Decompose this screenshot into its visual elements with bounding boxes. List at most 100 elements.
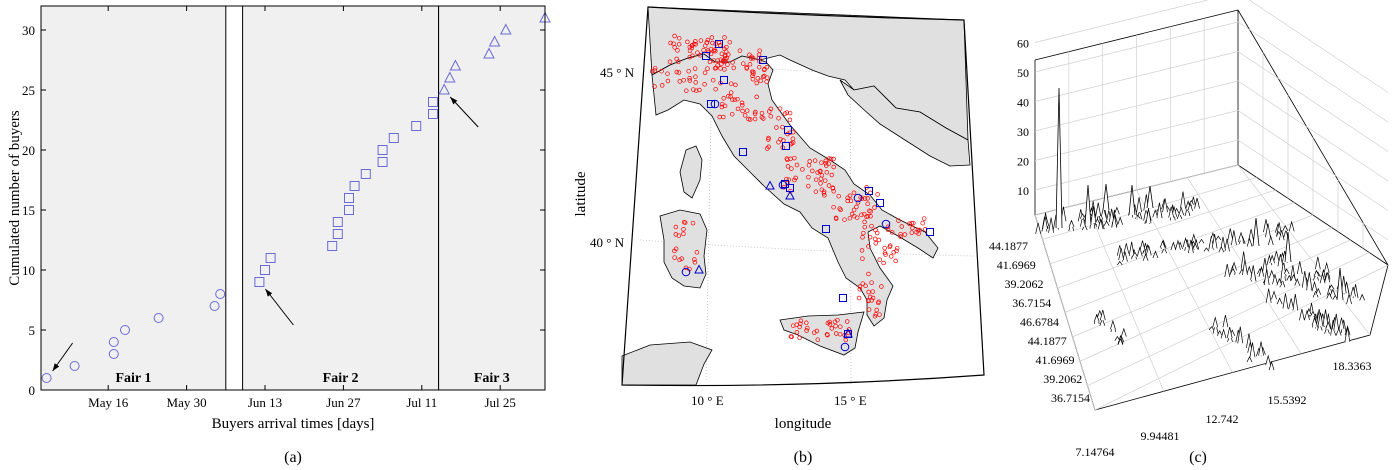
fair-label-1: Fair 1 <box>115 371 151 386</box>
map-red-point <box>874 307 879 313</box>
surface-peak <box>1336 267 1344 301</box>
surface-peak <box>1055 87 1063 229</box>
surface-spike <box>1314 256 1321 270</box>
map-red-point <box>804 328 809 333</box>
map-red-point <box>827 319 832 325</box>
surface-spike <box>1136 197 1142 213</box>
map-red-point <box>777 106 783 111</box>
map-red-point <box>665 78 671 84</box>
y-tick-label: 39.2062 <box>1005 277 1044 291</box>
x-tick-label: 15.5392 <box>1268 393 1307 407</box>
map-red-point <box>785 157 790 163</box>
surface-spike <box>1282 225 1289 231</box>
surface-spike <box>1145 208 1152 224</box>
x-tick-label: 18.3363 <box>1333 359 1372 373</box>
surface-spike <box>1313 269 1320 277</box>
map-red-point <box>759 110 765 116</box>
triangle-point <box>488 35 501 47</box>
map-red-point <box>879 284 884 289</box>
map-red-point <box>857 287 863 292</box>
z-gridline <box>1034 110 1389 211</box>
map-square-marker <box>707 100 715 108</box>
map-red-point <box>862 211 867 217</box>
map-square-marker <box>759 56 767 64</box>
map-triangle-marker <box>694 264 704 274</box>
map-square-marker <box>782 142 790 150</box>
surface-spike <box>1224 239 1230 252</box>
map-red-point <box>719 61 724 67</box>
fair-label-3: Fair 3 <box>474 371 510 386</box>
map-red-points <box>649 33 928 343</box>
surface-spike <box>1344 327 1351 342</box>
map-red-point <box>692 41 697 47</box>
surface-spike <box>1114 206 1120 215</box>
map-red-point <box>704 40 710 45</box>
map-red-point <box>829 172 835 178</box>
map-red-point <box>676 59 681 65</box>
map-red-point <box>854 204 859 210</box>
map-land-balkans <box>839 79 971 167</box>
z-tick-label: 20 <box>1017 155 1029 169</box>
map-square-marker <box>715 40 723 48</box>
map-red-point <box>673 224 679 230</box>
y-tick-label: 30 <box>22 23 35 38</box>
map-red-point <box>867 234 873 240</box>
map-circle-marker <box>853 193 863 203</box>
map-red-point <box>675 48 680 53</box>
map-red-point <box>838 207 843 213</box>
z-tick-label: 50 <box>1017 66 1029 80</box>
surface-spike <box>1248 229 1254 241</box>
panel-a-scatter-chart: Fair 1 Fair 2 Fair 3 0 5 10 15 20 25 30 May 16 May… <box>7 5 551 466</box>
map-red-point <box>735 106 741 112</box>
surface-spike <box>1265 288 1272 303</box>
map-triangle-marker <box>785 190 795 200</box>
surface-peak <box>1102 183 1110 211</box>
map-red-point <box>855 200 861 205</box>
surface-spike <box>1258 341 1264 356</box>
map-red-point <box>730 97 735 102</box>
map-red-point <box>863 283 868 289</box>
surface-peak <box>1284 231 1292 263</box>
map-red-point <box>676 42 682 47</box>
map-red-point <box>866 307 872 312</box>
surface-spike <box>1216 330 1223 336</box>
map-red-point <box>807 159 812 164</box>
map-red-point <box>659 68 664 74</box>
map-red-point <box>833 331 839 336</box>
map-red-point <box>891 250 896 255</box>
z-tick-label: 40 <box>1017 96 1029 110</box>
surface-spike <box>1187 202 1193 212</box>
map-red-point <box>861 230 866 236</box>
map-red-point <box>756 64 762 70</box>
panel-a-fair-regions: Fair 1 Fair 2 Fair 3 <box>40 5 546 391</box>
y-tick-label: 20 <box>22 143 35 158</box>
map-red-point <box>832 319 838 325</box>
map-red-point <box>672 45 677 50</box>
map-red-point <box>679 256 684 261</box>
map-red-point <box>719 104 725 110</box>
map-red-point <box>848 198 854 204</box>
fair-region-3 <box>438 5 546 391</box>
surface-spike <box>1328 284 1335 290</box>
y-tick-label: 10 <box>22 263 35 278</box>
surface-peak <box>1252 217 1260 247</box>
surface-spike <box>1111 214 1118 228</box>
surface-spike <box>1359 293 1365 301</box>
floor-gridline <box>1136 189 1233 373</box>
map-red-point <box>821 190 827 196</box>
map-red-point <box>847 215 853 221</box>
map-red-point <box>845 198 850 204</box>
map-circle-marker <box>881 219 891 229</box>
surface-spike <box>1220 328 1227 339</box>
map-square-marker <box>720 76 728 84</box>
surface-spike <box>1120 327 1127 337</box>
z-gridline <box>1034 21 1389 123</box>
map-red-point <box>747 117 753 122</box>
surface-spike <box>1276 277 1283 286</box>
map-red-point <box>718 66 723 71</box>
surface-spike <box>1273 251 1280 261</box>
map-red-point <box>843 337 849 343</box>
circle-point <box>108 349 119 359</box>
panel-c-gridlines <box>1034 0 1389 411</box>
surface-spike <box>1208 326 1215 331</box>
